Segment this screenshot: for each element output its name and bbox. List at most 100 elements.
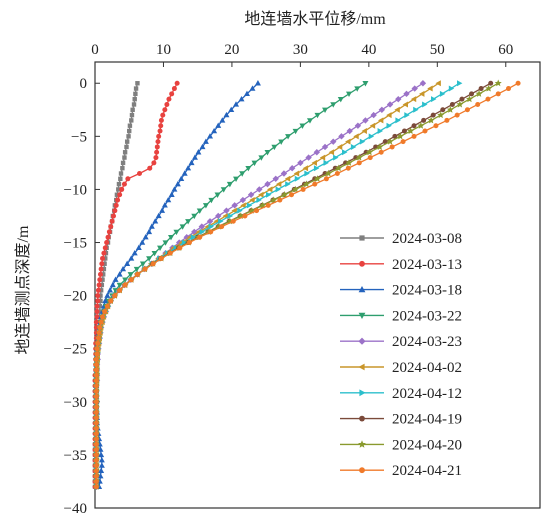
legend-item: 2024-03-23 [340, 334, 462, 350]
data-point [311, 159, 317, 166]
data-point [131, 102, 137, 107]
data-point [488, 80, 494, 86]
data-point [104, 240, 110, 246]
y-axis-ticks: 0 −5 −10 −15 −20 −25 −30 −35 −40 [64, 76, 100, 516]
data-point [288, 164, 296, 172]
data-point [183, 234, 190, 241]
data-point [98, 298, 103, 304]
data-point [454, 112, 460, 118]
data-point [444, 117, 450, 123]
data-point [230, 218, 236, 224]
data-point [237, 207, 243, 214]
data-point [370, 111, 377, 119]
data-point [495, 91, 501, 97]
legend-item: 2024-03-13 [340, 257, 462, 273]
data-point [135, 244, 142, 251]
data-point [305, 154, 312, 161]
y-tick-label: −5 [71, 129, 87, 145]
data-point [100, 255, 106, 261]
x-tick-label: 40 [361, 42, 376, 58]
data-point [278, 139, 285, 145]
data-point [435, 80, 441, 87]
data-point [448, 85, 455, 92]
y-tick-label: −40 [64, 501, 87, 516]
data-point [93, 409, 99, 415]
data-point [362, 117, 369, 124]
data-point [266, 191, 272, 198]
data-point [299, 123, 306, 129]
x-tick-label: 60 [498, 42, 513, 58]
data-point [181, 170, 188, 176]
data-point [115, 197, 121, 203]
data-point [155, 139, 161, 145]
series-line [94, 82, 178, 487]
data-point [313, 165, 320, 172]
data-point [102, 297, 109, 304]
data-point [156, 133, 162, 139]
data-point [355, 153, 363, 161]
data-point [215, 122, 222, 128]
data-point [300, 186, 306, 192]
data-point [346, 127, 353, 135]
data-point [150, 261, 156, 267]
data-point [93, 367, 99, 373]
data-point [427, 85, 433, 92]
data-point [160, 112, 166, 118]
data-point [431, 96, 437, 103]
data-point [368, 133, 375, 140]
data-point [133, 266, 140, 273]
y-tick-label: −20 [64, 289, 87, 305]
legend: 2024-03-08 2024-03-13 2024-03-18 2024-03-22… [340, 231, 462, 479]
data-point [168, 191, 175, 197]
legend-swatch-marker [358, 440, 366, 448]
data-point [93, 404, 99, 410]
data-point [386, 101, 394, 108]
legend-item: 2024-04-20 [340, 437, 462, 453]
x-tick-label: 0 [91, 42, 99, 58]
data-point [354, 122, 362, 129]
data-point [457, 80, 463, 87]
data-point [413, 106, 419, 113]
data-point [396, 132, 404, 140]
legend-label: 2024-04-12 [392, 386, 462, 402]
data-point [395, 117, 401, 124]
data-point [240, 202, 246, 209]
data-point [128, 255, 135, 261]
series-line [95, 82, 366, 487]
data-point [159, 207, 166, 213]
data-point [93, 463, 99, 469]
data-point [338, 133, 345, 140]
data-point [233, 101, 240, 107]
legend-label: 2024-04-21 [392, 463, 462, 479]
data-point [394, 106, 400, 113]
data-point [197, 234, 203, 240]
data-point [220, 187, 227, 193]
data-point [171, 186, 178, 192]
data-point [106, 229, 112, 235]
data-point [231, 202, 238, 209]
data-point [155, 212, 162, 219]
data-point [207, 133, 214, 139]
data-point [313, 149, 321, 156]
data-point [109, 281, 116, 288]
data-point [258, 191, 264, 198]
data-point [293, 170, 300, 177]
legend-swatch-marker [359, 415, 365, 422]
data-point [112, 276, 119, 282]
data-point [104, 303, 110, 309]
data-point [367, 155, 373, 161]
data-point [171, 86, 177, 92]
y-tick-label: −25 [64, 342, 87, 358]
data-point [256, 186, 263, 193]
data-point [469, 91, 475, 97]
data-point [112, 293, 118, 299]
data-point [313, 175, 322, 182]
data-point [137, 171, 142, 176]
data-point [402, 101, 409, 108]
data-point [319, 154, 326, 161]
data-point [333, 154, 339, 161]
data-point [93, 394, 99, 399]
data-point [116, 181, 122, 187]
data-point [506, 86, 512, 92]
data-point [93, 478, 99, 484]
